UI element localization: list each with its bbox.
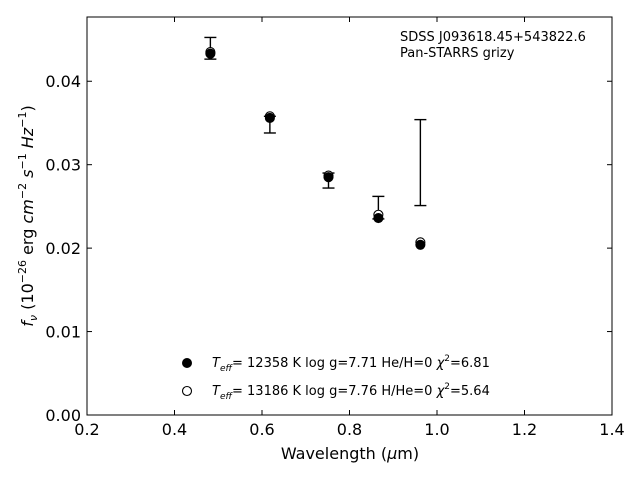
x-tick-label: 1.0: [424, 420, 449, 439]
y-axis-label: fν (10−26 erg cm−2 s−1 Hz−1): [16, 105, 40, 326]
data-point-filled: [264, 112, 275, 124]
data-point-filled: [323, 172, 334, 183]
legend: Teff= 12358 K log g=7.71 He/H=0 χ2=6.81 …: [181, 354, 490, 402]
y-tick-label: 0.04: [45, 72, 81, 91]
x-axis-ticks: 0.2 0.4 0.6 0.8 1.0 1.2 1.4: [74, 17, 625, 439]
observed-error-bars: [204, 36, 427, 220]
model-markers: [205, 46, 426, 250]
x-axis-label: Wavelength (μm): [281, 444, 419, 463]
legend-entry-2: Teff= 13186 K log g=7.76 H/He=0 χ2=5.64: [212, 382, 490, 402]
y-axis-ticks: 0.00 0.01 0.02 0.03 0.04: [45, 72, 612, 425]
y-tick-label: 0.00: [45, 406, 81, 425]
legend-entry-1: Teff= 12358 K log g=7.71 He/H=0 χ2=6.81: [212, 354, 490, 374]
data-point-filled: [415, 239, 426, 250]
legend-marker-open: [181, 385, 193, 397]
annotation-survey: Pan-STARRS grizy: [400, 46, 515, 61]
annotation-object-name: SDSS J093618.45+543822.6: [400, 30, 586, 45]
x-tick-label: 0.8: [337, 420, 362, 439]
x-tick-label: 1.2: [512, 420, 537, 439]
y-tick-label: 0.02: [45, 239, 81, 258]
x-tick-label: 0.4: [162, 420, 187, 439]
y-tick-label: 0.01: [45, 323, 81, 342]
x-tick-label: 1.4: [599, 420, 624, 439]
data-point-filled: [373, 213, 384, 224]
x-tick-label: 0.6: [249, 420, 274, 439]
x-tick-label: 0.2: [74, 420, 99, 439]
legend-marker-filled: [182, 358, 192, 368]
data-point-filled: [205, 48, 216, 59]
y-tick-label: 0.03: [45, 156, 81, 175]
